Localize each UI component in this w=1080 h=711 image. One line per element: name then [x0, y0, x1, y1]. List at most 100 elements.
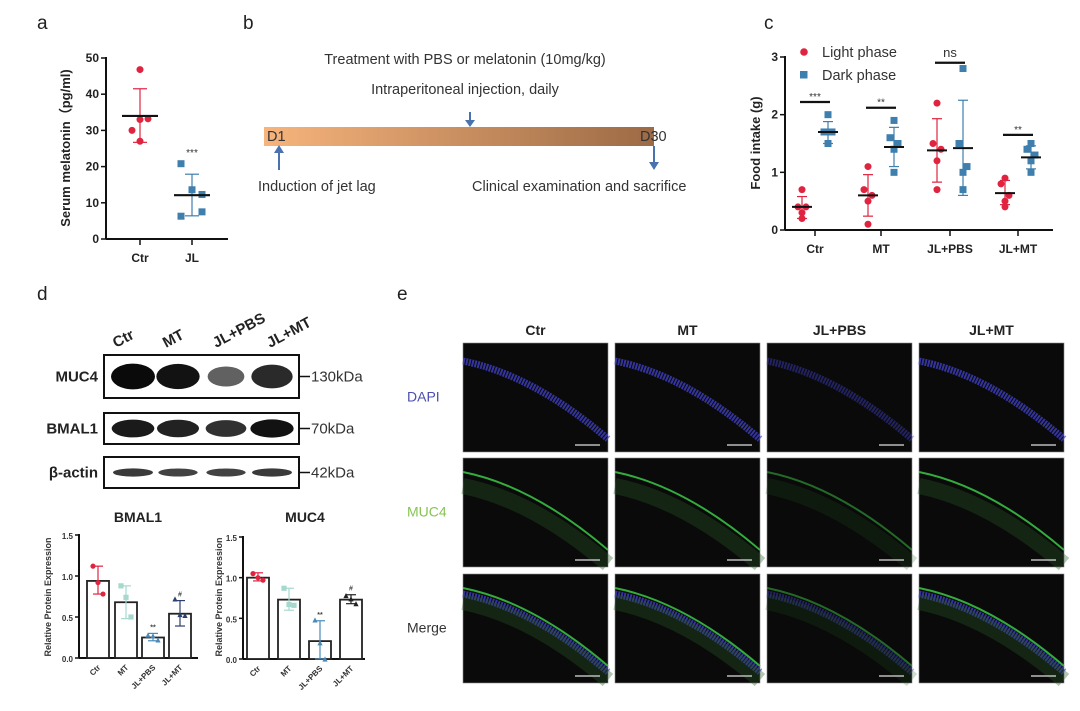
y-tick-label: 1.5: [226, 534, 238, 543]
data-point: [136, 116, 144, 124]
data-point: [963, 163, 971, 171]
start-day: D1: [267, 129, 286, 145]
data-point: [281, 585, 287, 591]
chart-title: BMAL1: [114, 509, 162, 525]
data-point: [123, 594, 129, 600]
data-point: [100, 591, 106, 597]
data-point: [959, 65, 967, 73]
column-header: JL+MT: [969, 322, 1014, 338]
bar: [246, 576, 270, 660]
data-point: [136, 66, 144, 74]
data-point: [929, 140, 937, 147]
micrograph: [613, 573, 766, 687]
micrograph: [461, 573, 614, 687]
experiment-timeline: Treatment with PBS or melatonin (10mg/kg…: [258, 52, 686, 195]
data-point: [312, 617, 318, 623]
size-label: 42kDa: [311, 465, 355, 482]
protein-band: [251, 468, 293, 477]
data-point: [177, 160, 185, 168]
y-tick-label: 3: [771, 50, 778, 64]
dapi-signal: [918, 590, 1067, 675]
end-event: Clinical examination and sacrifice: [472, 179, 686, 195]
x-tick-label: JL+MT: [331, 664, 356, 689]
data-point: [198, 208, 206, 216]
blot-row: MUC4 130kDa: [55, 354, 363, 399]
y-tick-label: 10: [86, 196, 100, 210]
dapi-signal: [462, 590, 611, 675]
muc4-signal: [462, 471, 609, 551]
image-frame: [462, 342, 609, 453]
micrograph: [918, 342, 1067, 453]
data-point: [136, 137, 144, 145]
y-tick-label: 50: [86, 51, 100, 65]
x-tick-label: JL+PBS: [927, 242, 973, 256]
significance-label: **: [317, 612, 323, 619]
data-point: [864, 220, 872, 228]
y-tick-label: 1: [771, 165, 778, 179]
data-point: [177, 611, 183, 618]
end-day: D30: [640, 129, 667, 145]
x-tick-label: JL: [185, 251, 199, 265]
data-point: [798, 209, 806, 217]
dapi-signal: [766, 590, 915, 675]
dapi-signal: [462, 357, 611, 442]
muc4-signal: [462, 587, 609, 667]
y-axis-label: Relative Protein Expression: [214, 537, 224, 656]
injection-text: Intraperitoneal injection, daily: [371, 82, 560, 98]
data-point: [894, 140, 902, 147]
data-point: [291, 602, 297, 608]
size-label: 70kDa: [311, 421, 355, 438]
panel-label-e: e: [397, 284, 408, 305]
y-tick-label: 1.5: [62, 532, 74, 541]
row-label: DAPI: [407, 389, 440, 405]
image-frame: [918, 457, 1065, 568]
data-point: [118, 583, 124, 589]
data-point: [95, 579, 101, 586]
y-tick-label: 40: [86, 87, 100, 101]
data-point: [155, 637, 161, 643]
start-event: Induction of jet lag: [258, 179, 376, 195]
chart-title: MUC4: [285, 509, 325, 525]
data-point: [933, 186, 941, 194]
muc4-signal: [918, 471, 1065, 551]
protein-band: [205, 420, 247, 437]
end-arrow: [649, 146, 659, 170]
y-axis-label: Food intake (g): [748, 96, 763, 189]
micrograph: [765, 573, 918, 687]
protein-band: [206, 468, 246, 477]
serum-melatonin-chart: Serum melatonin（pg/ml) 0 10 20 30 40 50 Ctr JL *…: [58, 51, 228, 265]
protein-band: [111, 419, 155, 438]
significance-label: #: [178, 592, 182, 599]
image-frame: [766, 573, 913, 684]
y-tick-label: 30: [86, 123, 100, 137]
data-point: [890, 145, 898, 153]
data-point: [144, 115, 152, 123]
data-point: [890, 168, 898, 176]
muc4-bar-chart: MUC4 Relative Protein Expression 0.0 0.5 1…: [214, 509, 365, 692]
y-tick-label: 1.0: [62, 573, 74, 582]
x-tick-label: MT: [116, 663, 131, 678]
y-axis-label: Serum melatonin（pg/ml): [58, 69, 73, 226]
data-point: [353, 601, 359, 607]
data-point: [1001, 197, 1009, 205]
y-tick-label: 0.0: [226, 656, 238, 665]
micrograph: [462, 342, 611, 453]
micrograph: [613, 457, 766, 571]
legend-dark-marker: [800, 71, 808, 79]
x-tick-label: MT: [872, 242, 890, 256]
data-point: [188, 186, 196, 194]
data-point: [1027, 140, 1035, 147]
image-frame: [462, 457, 609, 568]
x-tick-label: Ctr: [88, 663, 103, 678]
data-point: [997, 180, 1005, 188]
muc4-background: [917, 594, 1070, 687]
data-point: [798, 186, 806, 194]
timeline-bar: [264, 127, 654, 146]
data-point: [145, 632, 151, 638]
legend-light-label: Light phase: [822, 45, 897, 61]
data-point: [959, 168, 967, 176]
muc4-background: [917, 478, 1070, 571]
x-tick-label: JL+MT: [999, 242, 1038, 256]
data-point: [1001, 203, 1009, 211]
data-point: [1027, 168, 1035, 176]
